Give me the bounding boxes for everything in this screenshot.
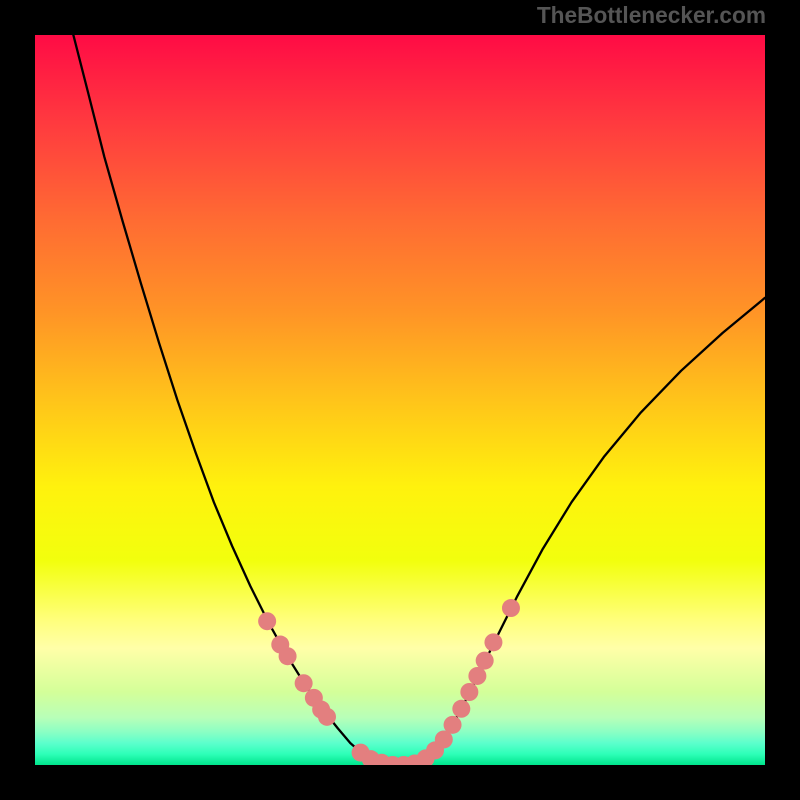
data-marker <box>444 716 462 734</box>
data-marker <box>484 633 502 651</box>
data-marker <box>258 612 276 630</box>
frame-border <box>765 0 800 800</box>
data-marker <box>452 700 470 718</box>
frame-border <box>0 0 35 800</box>
data-marker <box>502 599 520 617</box>
data-marker <box>295 674 313 692</box>
watermark-text: TheBottlenecker.com <box>537 2 766 29</box>
data-marker <box>468 667 486 685</box>
data-marker <box>476 652 494 670</box>
gradient-background <box>35 35 765 765</box>
chart-frame: TheBottlenecker.com <box>0 0 800 800</box>
bottleneck-curve-chart <box>0 0 800 800</box>
data-marker <box>279 647 297 665</box>
frame-border <box>0 765 800 800</box>
data-marker <box>460 683 478 701</box>
data-marker <box>318 708 336 726</box>
